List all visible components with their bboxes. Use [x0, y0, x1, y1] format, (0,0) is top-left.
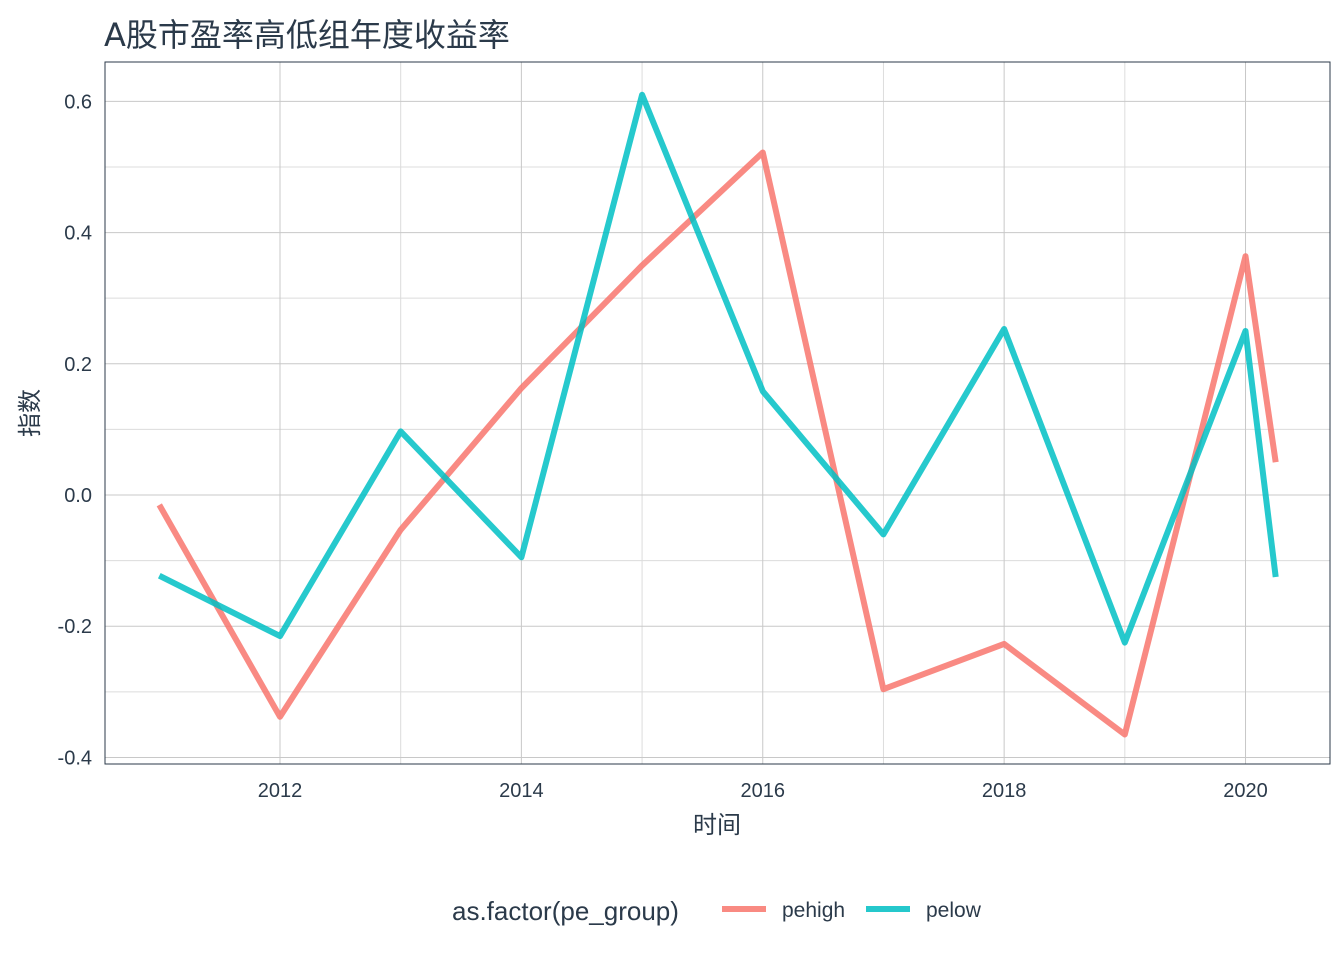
series-line-pehigh: [156, 149, 1279, 738]
x-tick-label: 2012: [258, 780, 303, 802]
y-tick-label: 0.4: [64, 223, 92, 245]
x-axis-ticks: 2012 2014 2016 2018 2020: [258, 780, 1268, 802]
y-tick-label: 0.0: [64, 485, 92, 507]
x-tick-label: 2020: [1223, 780, 1268, 802]
series-line-pelow: [157, 91, 1279, 646]
legend-title: as.factor(pe_group): [452, 896, 679, 926]
panel-border: [104, 61, 1331, 765]
series-lines: [156, 91, 1279, 738]
x-tick-label: 2016: [741, 780, 786, 802]
y-tick-label: -0.2: [58, 616, 92, 638]
legend-label-pelow: pelow: [926, 899, 982, 922]
legend: as.factor(pe_group) pehigh pelow: [452, 896, 982, 926]
y-tick-label: 0.6: [64, 91, 92, 113]
y-axis-title: 指数: [16, 389, 44, 437]
x-tick-label: 2018: [982, 780, 1027, 802]
y-tick-label: 0.2: [64, 354, 92, 376]
x-tick-label: 2014: [499, 780, 544, 802]
legend-label-pehigh: pehigh: [782, 899, 845, 922]
chart-title: A股市盈率高低组年度收益率: [104, 16, 510, 54]
grid: [105, 62, 1330, 764]
y-tick-label: -0.4: [58, 747, 92, 769]
y-axis-ticks: -0.4 -0.2 0.0 0.2 0.4 0.6: [58, 91, 92, 769]
x-axis-title: 时间: [693, 811, 741, 839]
